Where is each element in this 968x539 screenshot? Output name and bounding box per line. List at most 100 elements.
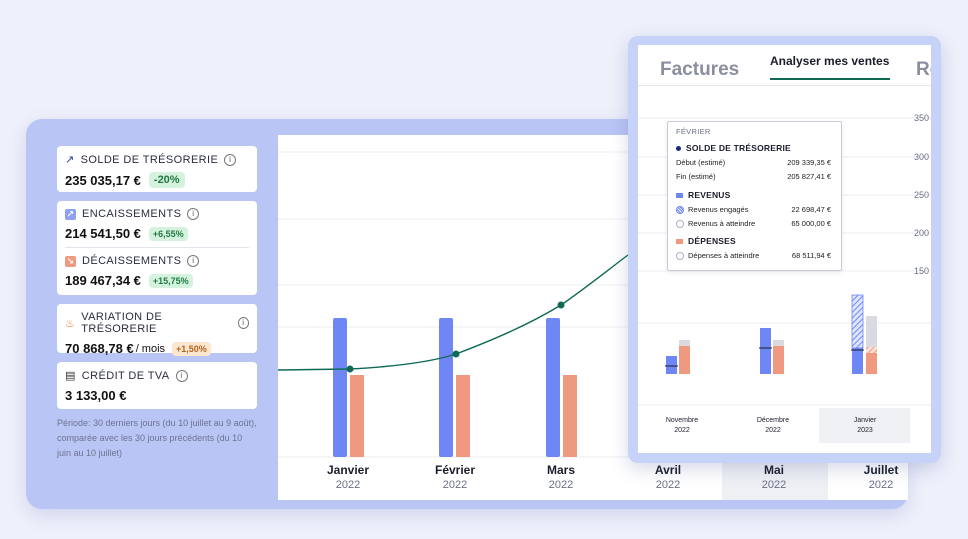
kpi-flows-card: ↗ ENCAISSEMENTS i 214 541,50 € +6,55% ↘ … <box>57 201 257 295</box>
tooltip-depenses-title: DÉPENSES <box>688 236 736 246</box>
point-mars[interactable] <box>557 301 565 309</box>
kpi-variation-title: VARIATION DE TRÉSORERIE <box>81 311 163 335</box>
kpi-tva-value: 3 133,00 € <box>65 388 127 403</box>
hatched-circle-icon <box>676 205 684 214</box>
period-note: Période: 30 derniers jours (du 10 juille… <box>57 418 257 458</box>
tooltip-engages-label: Revenus engagés <box>688 205 749 214</box>
y-tick: 200 <box>914 228 930 238</box>
bar-depenses-decembre-pending[interactable] <box>773 340 784 346</box>
tab-analyser-ventes[interactable]: Analyser mes ventes <box>770 54 890 68</box>
kpi-tva-card[interactable]: ▤ CRÉDIT DE TVA i 3 133,00 € <box>57 362 257 409</box>
square-icon <box>676 192 683 198</box>
tooltip-solde-title: SOLDE DE TRÉSORERIE <box>686 143 791 153</box>
tooltip-revenus-title: REVENUS <box>688 190 731 200</box>
kpi-encaissements[interactable]: ↗ ENCAISSEMENTS i 214 541,50 € +6,55% <box>65 208 249 241</box>
kpi-tva-title: CRÉDIT DE TVA <box>81 369 170 382</box>
mini-month-label: Janvier <box>853 417 877 424</box>
divider <box>65 247 249 248</box>
kpi-solde-badge: -20% <box>148 172 185 188</box>
bar-depenses-decembre[interactable] <box>773 346 784 374</box>
document-icon: ▤ <box>65 370 76 382</box>
bar-revenus-novembre[interactable] <box>666 356 677 374</box>
kpi-variation-value: 70 868,78 € <box>65 341 134 356</box>
kpi-decaissements-value: 189 467,34 € <box>65 273 141 288</box>
point-fevrier[interactable] <box>452 350 460 358</box>
bar-revenus-fevrier[interactable] <box>439 318 453 457</box>
bar-depenses-janvier-hatch[interactable] <box>866 347 877 353</box>
info-icon[interactable]: i <box>224 153 237 166</box>
tooltip-debut-label: Début (estimé) <box>676 158 726 167</box>
kpi-decaissements-badge: +15,75% <box>148 273 193 288</box>
bar-depenses-janvier[interactable] <box>350 375 364 457</box>
empty-circle-icon <box>676 251 684 260</box>
highlight-column <box>722 457 828 500</box>
kpi-decaissements[interactable]: ↘ DÉCAISSEMENTS i 189 467,34 € +15,75% <box>65 255 249 288</box>
bar-revenus-mars[interactable] <box>546 318 560 457</box>
trend-up-icon: ↗ <box>65 154 75 166</box>
month-label: Juillet <box>863 463 899 477</box>
year-label: 2022 <box>761 479 787 491</box>
info-icon[interactable]: i <box>187 255 200 267</box>
year-label: 2022 <box>548 479 574 491</box>
month-label: Février <box>434 463 476 477</box>
tooltip-atteindre-label: Revenus à atteindre <box>688 219 756 228</box>
mini-year-label: 2023 <box>857 427 873 434</box>
dot-icon <box>676 145 681 151</box>
year-label: 2022 <box>655 479 681 491</box>
bar-depenses-novembre[interactable] <box>679 346 690 374</box>
chart-tooltip: FÉVRIER SOLDE DE TRÉSORERIE Début (estim… <box>667 121 842 271</box>
point-janvier[interactable] <box>346 365 354 373</box>
bar-revenus-janvier[interactable] <box>852 348 863 374</box>
year-label: 2022 <box>442 479 468 491</box>
mini-month-label: Novembre <box>665 417 699 424</box>
square-icon <box>676 238 683 244</box>
tooltip-dep-value: 68 511,94 € <box>791 251 831 260</box>
bar-revenus-janvier-engages[interactable] <box>851 294 864 349</box>
mini-month-label: Décembre <box>756 417 790 424</box>
tooltip-atteindre-value: 65 000,00 € <box>791 219 831 228</box>
y-tick: 250 <box>914 190 930 200</box>
mini-year-label: 2022 <box>674 427 690 434</box>
bar-depenses-novembre-pending[interactable] <box>679 340 690 346</box>
kpi-encaissements-title: ENCAISSEMENTS <box>82 208 182 220</box>
active-tab-indicator <box>770 78 890 80</box>
kpi-encaissements-value: 214 541,50 € <box>65 226 141 241</box>
bar-revenus-decembre[interactable] <box>760 328 771 374</box>
month-label: Janvier <box>326 463 370 477</box>
kpi-variation-card[interactable]: ♨ VARIATION DE TRÉSORERIE i 70 868,78 € … <box>57 304 257 356</box>
bar-depenses-janvier[interactable] <box>866 353 877 374</box>
bar-revenus-janvier[interactable] <box>333 318 347 457</box>
tooltip-fin-value: 205 827,41 € <box>787 172 831 181</box>
highlight-column <box>819 408 910 443</box>
month-label: Mars <box>546 463 575 477</box>
kpi-variation-suffix: / mois <box>135 342 166 355</box>
tab-partial[interactable]: Re <box>916 59 931 80</box>
arrow-out-icon: ↘ <box>65 255 76 267</box>
flame-icon: ♨ <box>65 317 76 330</box>
y-tick: 350 <box>914 113 930 123</box>
y-tick: 150 I <box>914 266 931 276</box>
info-icon[interactable]: i <box>237 317 249 329</box>
info-icon[interactable]: i <box>175 369 188 382</box>
month-label: Avril <box>654 463 682 477</box>
month-label: Mai <box>763 463 784 477</box>
bar-depenses-mars[interactable] <box>563 375 577 457</box>
tab-factures[interactable]: Factures <box>660 59 740 80</box>
kpi-decaissements-title: DÉCAISSEMENTS <box>82 255 182 267</box>
tooltip-engages-value: 22 698,47 € <box>791 205 831 214</box>
treasury-line <box>278 254 629 371</box>
kpi-encaissements-badge: +6,55% <box>148 226 188 241</box>
empty-circle-icon <box>676 219 684 228</box>
info-icon[interactable]: i <box>187 208 200 220</box>
tabs-divider <box>638 85 931 86</box>
mini-year-label: 2022 <box>765 427 781 434</box>
year-label: 2022 <box>868 479 894 491</box>
kpi-solde-title: SOLDE DE TRÉSORERIE <box>80 153 219 166</box>
main-chart-svg <box>278 151 908 500</box>
kpi-solde-card[interactable]: ↗ SOLDE DE TRÉSORERIE i 235 035,17 € -20… <box>57 146 257 192</box>
bar-depenses-janvier-pending[interactable] <box>866 316 877 347</box>
kpi-solde-value: 235 035,17 € <box>65 172 141 188</box>
kpi-variation-badge: +1,50% <box>172 341 211 356</box>
bar-depenses-fevrier[interactable] <box>456 375 470 457</box>
year-label: 2022 <box>335 479 361 491</box>
